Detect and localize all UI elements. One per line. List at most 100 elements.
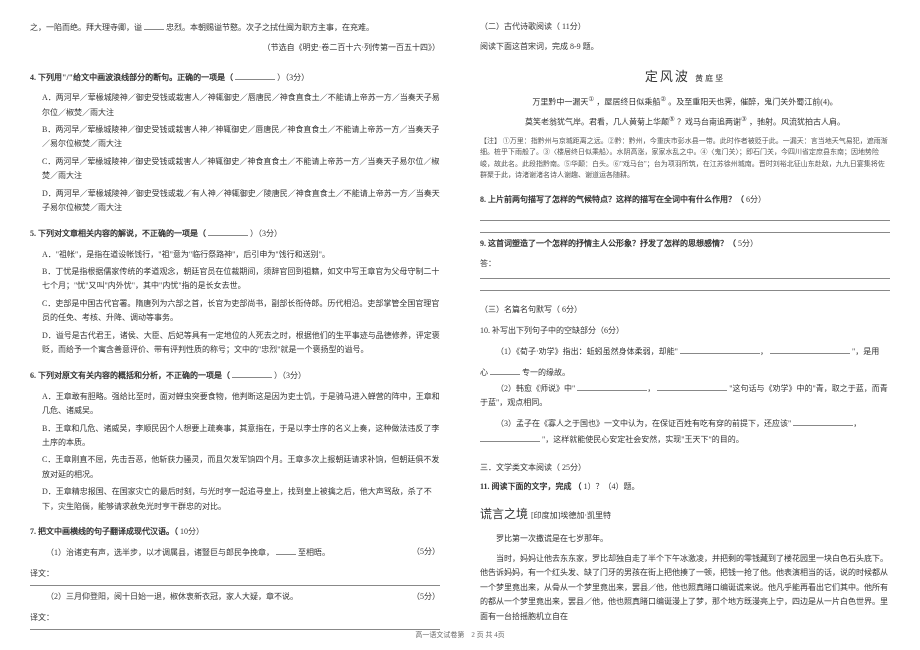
q5-stem: 5. 下列对文章相关内容的解说，不正确的一项是（ ）（3分） (30, 226, 440, 241)
poem-l2b: ？戏马台南追两谢 (677, 118, 741, 127)
q4-opt-b: B．两河早／荤椽城陵神／御史受钱或栽害人神／神辄御史／唇唐民／神食直食土／不能请… (42, 123, 440, 152)
q5-stem-end: ）（3分） (250, 229, 282, 238)
q4-opt-d: D．两河早／荤椽城陵神／御史受钱或栽／有人神／神辄御史／陵唐民／神食直食土／不能… (42, 187, 440, 216)
q11-text: 11. 阅读下面的文字，完成 （ (480, 482, 582, 491)
story-p2: 当时，妈妈让他去东东家，罗比却独自走了半个下午冰激凌，并把剩的零钱藏到了楼花园里… (480, 552, 890, 624)
q7-yiwen-2: 译文： (30, 611, 440, 625)
q5-stem-text: 5. 下列对文章相关内容的解说，不正确的一项是（ (30, 229, 206, 238)
q10-2-blank2 (657, 381, 727, 391)
q7-blank-line-1 (30, 585, 440, 586)
poem-sup2: ② (660, 96, 666, 103)
q10-3b: "，这样就能使民心安定社会安然，实现"王天下"的目的。 (542, 435, 744, 444)
poem-title: 定风波 黄庭坚 (480, 65, 890, 88)
story-author: [印度加]埃德加·凯里特 (531, 511, 611, 520)
q10-1a: （1）《荀子·劝学》指出：蚯蚓虽然身体柔弱，却能" (496, 347, 678, 356)
poem-l1c: 。及至重阳天也霁，催醉，鬼门关外蜀江前(4)。 (668, 98, 837, 107)
q7-score: 10分） (180, 527, 204, 536)
sec-wenxue: 三．文学类文本阅读（ 25分） (480, 461, 890, 475)
q11-stem: 11. 阅读下面的文字，完成 （ 1）？（4）题。 (480, 480, 890, 494)
q9-blank-1 (480, 276, 890, 280)
note-head: 【注】 (480, 137, 501, 145)
q9-answer-label: 答： (480, 257, 890, 271)
q7-stem: 7. 把文中画横线的句子翻译成现代汉语。（ 10分） (30, 525, 440, 539)
poem-l2a: 莫笑老翁犹气岸。君看，几人黄菊上华颠 (525, 118, 669, 127)
q6-opt-d: D．王章精忠报国、在国家灾亡的最后时刻，与光时亨一起追寻皇上，找到皇上被擒之后，… (42, 485, 440, 514)
poem-title-text: 定风波 (645, 69, 690, 84)
poem-sup4: ③ (741, 116, 747, 123)
poem-line-2: 莫笑老翁犹气岸。君看，几人黄菊上华颠⑤ ？戏马台南追两谢③ ，驰射。风流犹拍古人… (480, 114, 890, 130)
q7-stem-text: 7. 把文中画横线的句子翻译成现代汉语。（ (30, 527, 178, 536)
story-title-text: 谎言之境 (480, 507, 528, 521)
q7-yiwen-1: 译文： (30, 567, 440, 581)
q10-2a: （2）韩愈《师说》中" (496, 384, 575, 393)
poem-note: 【注】 ①万里：指黔州与京城距离之远。②黔：黔州，今重庆市彭水县一带。此时作者被… (480, 136, 890, 181)
poem-l1a: 万里黔中一漏天 (532, 98, 588, 107)
q4-stem: 4. 下列用"/"给文中画波浪线部分的断句。正确的一项是（ ）（3分） (30, 70, 440, 85)
poem-sup1: ① (588, 96, 594, 103)
q6-opt-b: B．王章和几危、诸威吴，李顺民因个人想要上疏奏事，其意指在，于是以李士序的名义上… (42, 422, 440, 451)
q4-opt-a: A．两河早／荤椽城陵神／御史受钱或栽害人／神辄御史／唇唐民／神食直食土／不能请上… (42, 91, 440, 120)
sec3-head-text: （三）名篇名句默写（ (480, 305, 560, 314)
q8-blank-1 (480, 217, 890, 221)
q5-opt-b: B．丁忧是指根据儒家传统的孝道观念，朝廷官员在位裁期间，须辞官回到祖籍，如文中写… (42, 265, 440, 294)
q10-3-blank1 (793, 416, 853, 426)
q10-2-blank1 (577, 381, 647, 391)
note-text: ①万里：指黔州与京城距离之远。②黔：黔州，今重庆市彭水县一带。此时作者被贬于此。… (480, 137, 888, 179)
sec2-range: 8-9 题。 (570, 42, 599, 51)
q6-stem-text: 6. 下列对原文有关内容的概括和分析，不正确的一项是（ (30, 371, 230, 380)
q9-score: 5分） (738, 239, 758, 248)
right-column: （二）古代诗歌阅读（ 11分） 阅读下面这首宋词，完成 8-9 题。 定风波 黄… (480, 20, 890, 630)
q8-blank-2 (480, 229, 890, 233)
q4-opt-c: C．两河早／荤椽城陵神／御史受钱或栽害人／神辄御史／神食直食土／不能请上帝苏一方… (42, 155, 440, 184)
sec2-head: （二）古代诗歌阅读（ 11分） (480, 20, 890, 34)
sec-wenxue-score: 25分） (562, 463, 586, 472)
poem-sup3: ⑤ (669, 116, 675, 123)
q5-opt-a: A．"祖帐"，是指在道设帐饯行，"祖"意为"临行祭路神"，后引申为"饯行和送别"… (42, 248, 440, 262)
q7-s2-text: （2）三月仰登阳，阅十日始一退，椒休衷新衣冠，家人大疑，章不说。 (46, 592, 298, 601)
q4-stem-text: 4. 下列用"/"给文中画波浪线部分的断句。正确的一项是（ (30, 73, 233, 82)
q8-score: 6分） (746, 195, 766, 204)
q4-blank (235, 70, 275, 80)
sec3-head: （三）名篇名句默写（ 6分） (480, 303, 890, 317)
q10-1-blank2 (770, 344, 850, 354)
q5-blank (208, 226, 248, 236)
q7-s2-score: （5分） (396, 590, 440, 604)
q4-stem-end: ）（3分） (277, 73, 309, 82)
q7-s1-text: （1）治诸吏有声，选半步，以才调属县，诸豎巨与郎民争挽章， (46, 548, 274, 557)
q10-1b: "，是用 (852, 347, 879, 356)
q10-1-blank1 (680, 344, 760, 354)
q10-3: （3）孟子在《寡人之于国也》一文中认为，在保证百姓有吃有穿的前提下，还应该" ，… (480, 416, 890, 447)
poem-line-1: 万里黔中一漏天① ，屋居终日似乘船② 。及至重阳天也霁，催醉，鬼门关外蜀江前(4… (480, 94, 890, 110)
q10-1c: 专一的缘故。 (522, 368, 570, 377)
intro-text-2: 忠烈。本朝赐谥节愍。次子之拭仕闽为职方主事，在充难。 (166, 23, 374, 32)
poem-author: 黄庭坚 (695, 74, 725, 83)
sec-wenxue-text: 三．文学类文本阅读（ (480, 463, 560, 472)
story-title: 谎言之境 [印度加]埃德加·凯里特 (480, 504, 890, 526)
poem-l2c: ，驰射。风流犹拍古人肩。 (749, 118, 845, 127)
q10-3a: （3）孟子在《寡人之于国也》一文中认为，在保证百姓有吃有穿的前提下，还应该" (496, 419, 791, 428)
q10-1-xin: 心 专一的缘故。 (480, 365, 890, 380)
q10-1c-blank (490, 365, 520, 375)
intro-line: 之，一陷而绝。拜大理寺卿，谥 忠烈。本朝赐谥节愍。次子之拭仕闽为职方主事，在充难… (30, 20, 440, 35)
q6-stem-end: ）（3分） (274, 371, 306, 380)
sec2-score: 11分） (562, 22, 586, 31)
q10-3-blank2 (480, 432, 540, 442)
q6-opt-c: C．王章刚直不屈，先击吾恶，他斩获力骚灵，而且欠发军饷四个月。王章多次上报朝廷请… (42, 453, 440, 482)
q10-1: （1）《荀子·劝学》指出：蚯蚓虽然身体柔弱，却能" ， "，是用 (480, 344, 890, 359)
q6-opt-a: A．王章敢有胆略。强给比至时，面对蝉虫突要食物，他判断这是因为吏士饥，于是骑马进… (42, 390, 440, 419)
q10-stem: 10. 补写出下列句子中的空缺部分（6分） (480, 324, 890, 338)
blank-small (144, 20, 164, 30)
story-p1: 罗比第一次撒谎是在七岁那年。 (480, 532, 890, 546)
q11-score: 1）？（4）题。 (584, 482, 640, 491)
q8-stem-text: 8. 上片前两句描写了怎样的气候特点？这样的描写在全词中有什么作用？（ (480, 195, 744, 204)
q5-opt-c: C．吏部是中国古代官署。隋唐列为六部之首，长官为吏部尚书，副部长衔侍郎。历代相沿… (42, 297, 440, 326)
sec2-head-text: （二）古代诗歌阅读（ (480, 22, 560, 31)
q6-stem: 6. 下列对原文有关内容的概括和分析，不正确的一项是（ ）（3分） (30, 368, 440, 383)
q8-stem: 8. 上片前两句描写了怎样的气候特点？这样的描写在全词中有什么作用？（ 6分） (480, 193, 890, 207)
q10-2: （2）韩愈《师说》中" ， "这句话与《劝学》中的"青，取之于蓝，而青于蓝"，观… (480, 381, 890, 411)
sec2-inst-text: 阅读下面这首宋词，完成 (480, 42, 568, 51)
q7-s2: （2）三月仰登阳，阅十日始一退，椒休衷新衣冠，家人大疑，章不说。 （5分） (30, 590, 440, 604)
q9-stem: 9. 这首词塑造了一个怎样的抒情主人公形象？抒发了怎样的思想感情？（ 5分） (480, 237, 890, 251)
sec2-inst: 阅读下面这首宋词，完成 8-9 题。 (480, 40, 890, 54)
page-footer: 高一语文试卷第 2 页 共 4页 (0, 629, 920, 642)
